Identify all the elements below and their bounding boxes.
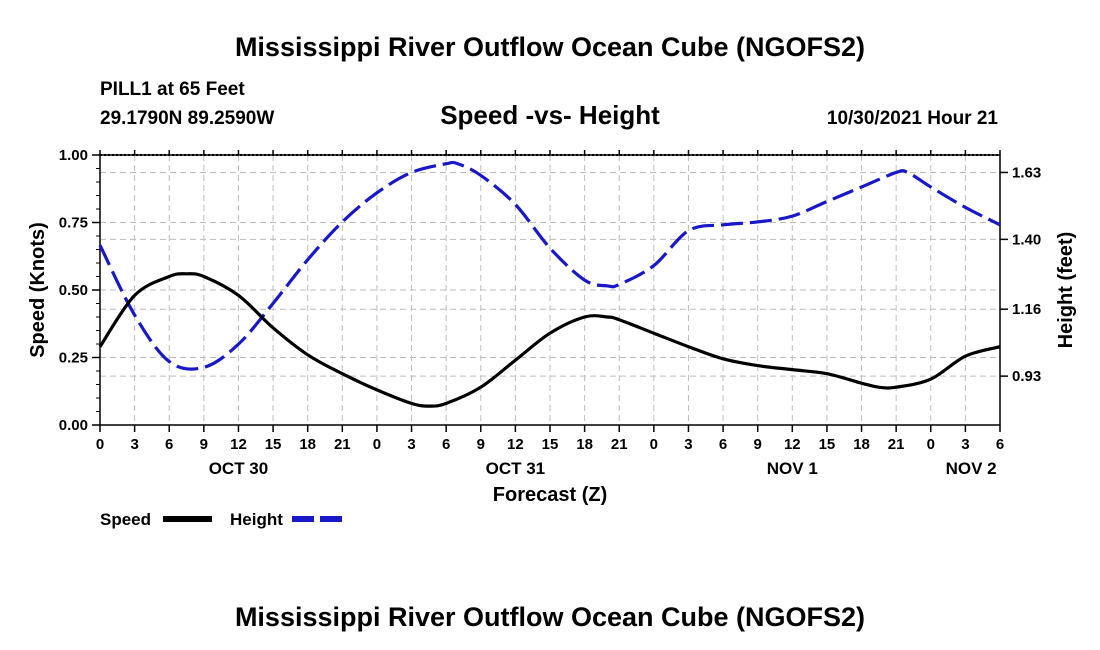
left-tick-label: 1.00 — [59, 147, 88, 164]
x-tick-label: 15 — [265, 436, 282, 453]
right-tick-label: 1.16 — [1012, 301, 1041, 318]
date-label: NOV 2 — [946, 459, 997, 478]
left-tick-label: 0.50 — [59, 282, 88, 299]
x-tick-label: 0 — [96, 436, 104, 453]
x-tick-label: 6 — [719, 436, 727, 453]
right-tick-label: 1.63 — [1012, 164, 1041, 181]
right-axis: 0.93 1.16 1.40 1.63 — [1000, 164, 1041, 385]
x-tick-label: 3 — [130, 436, 138, 453]
x-tick-label: 18 — [576, 436, 593, 453]
series-line-speed — [98, 272, 1001, 408]
x-tick-label: 0 — [650, 436, 658, 453]
chart-subtitle: Speed -vs- Height — [440, 100, 660, 130]
x-tick-label: 12 — [230, 436, 247, 453]
station-label: PILL1 at 65 Feet — [100, 79, 245, 100]
left-tick-label: 0.25 — [59, 350, 88, 367]
x-tick-label: 21 — [611, 436, 628, 453]
date-label: OCT 31 — [486, 459, 546, 478]
legend: Speed Height — [100, 510, 342, 529]
date-label: OCT 30 — [209, 459, 269, 478]
location-label: 29.1790N 89.2590W — [100, 108, 274, 129]
footer-title: Mississippi River Outflow Ocean Cube (NG… — [235, 602, 865, 632]
x-tick-label: 3 — [961, 436, 969, 453]
x-tick-label: 21 — [888, 436, 905, 453]
legend-label-speed: Speed — [100, 510, 151, 529]
date-labels: OCT 30 OCT 31 NOV 1 NOV 2 — [209, 459, 997, 478]
date-label: NOV 1 — [767, 459, 818, 478]
x-tick-label: 18 — [299, 436, 316, 453]
x-tick-label: 9 — [754, 436, 762, 453]
x-tick-label: 3 — [684, 436, 692, 453]
chart-title: Mississippi River Outflow Ocean Cube (NG… — [235, 32, 865, 62]
y-axis-right-label: Height (feet) — [1055, 232, 1077, 349]
series-line-height — [98, 160, 1001, 371]
left-axis: 0.00 0.25 0.50 0.75 1.00 — [59, 147, 100, 434]
x-tick-label: 0 — [927, 436, 935, 453]
run-time-label: 10/30/2021 Hour 21 — [827, 108, 999, 129]
x-tick-label: 12 — [507, 436, 524, 453]
series-group — [98, 160, 1001, 408]
right-tick-label: 1.40 — [1012, 231, 1041, 248]
x-tick-label: 12 — [784, 436, 801, 453]
right-tick-label: 0.93 — [1012, 368, 1041, 385]
x-tick-label: 6 — [996, 436, 1004, 453]
x-tick-label: 21 — [334, 436, 351, 453]
y-axis-left-label: Speed (Knots) — [27, 222, 49, 358]
x-tick-label: 3 — [407, 436, 415, 453]
x-tick-label: 9 — [477, 436, 485, 453]
x-axis-label: Forecast (Z) — [493, 484, 607, 506]
x-tick-label: 15 — [542, 436, 559, 453]
x-tick-label: 18 — [853, 436, 870, 453]
x-axis: 0 3 6 9 12 15 18 21 0 3 6 9 12 15 18 21 0 3 6 9 12 15 18 21 0 3 6 — [96, 150, 1004, 453]
x-tick-label: 15 — [819, 436, 836, 453]
left-tick-label: 0.75 — [59, 215, 88, 232]
x-tick-label: 6 — [442, 436, 450, 453]
left-tick-label: 0.00 — [59, 417, 88, 434]
grid — [100, 154, 1000, 425]
x-tick-label: 6 — [165, 436, 173, 453]
legend-label-height: Height — [230, 510, 283, 529]
x-tick-label: 9 — [200, 436, 208, 453]
x-tick-label: 0 — [373, 436, 381, 453]
